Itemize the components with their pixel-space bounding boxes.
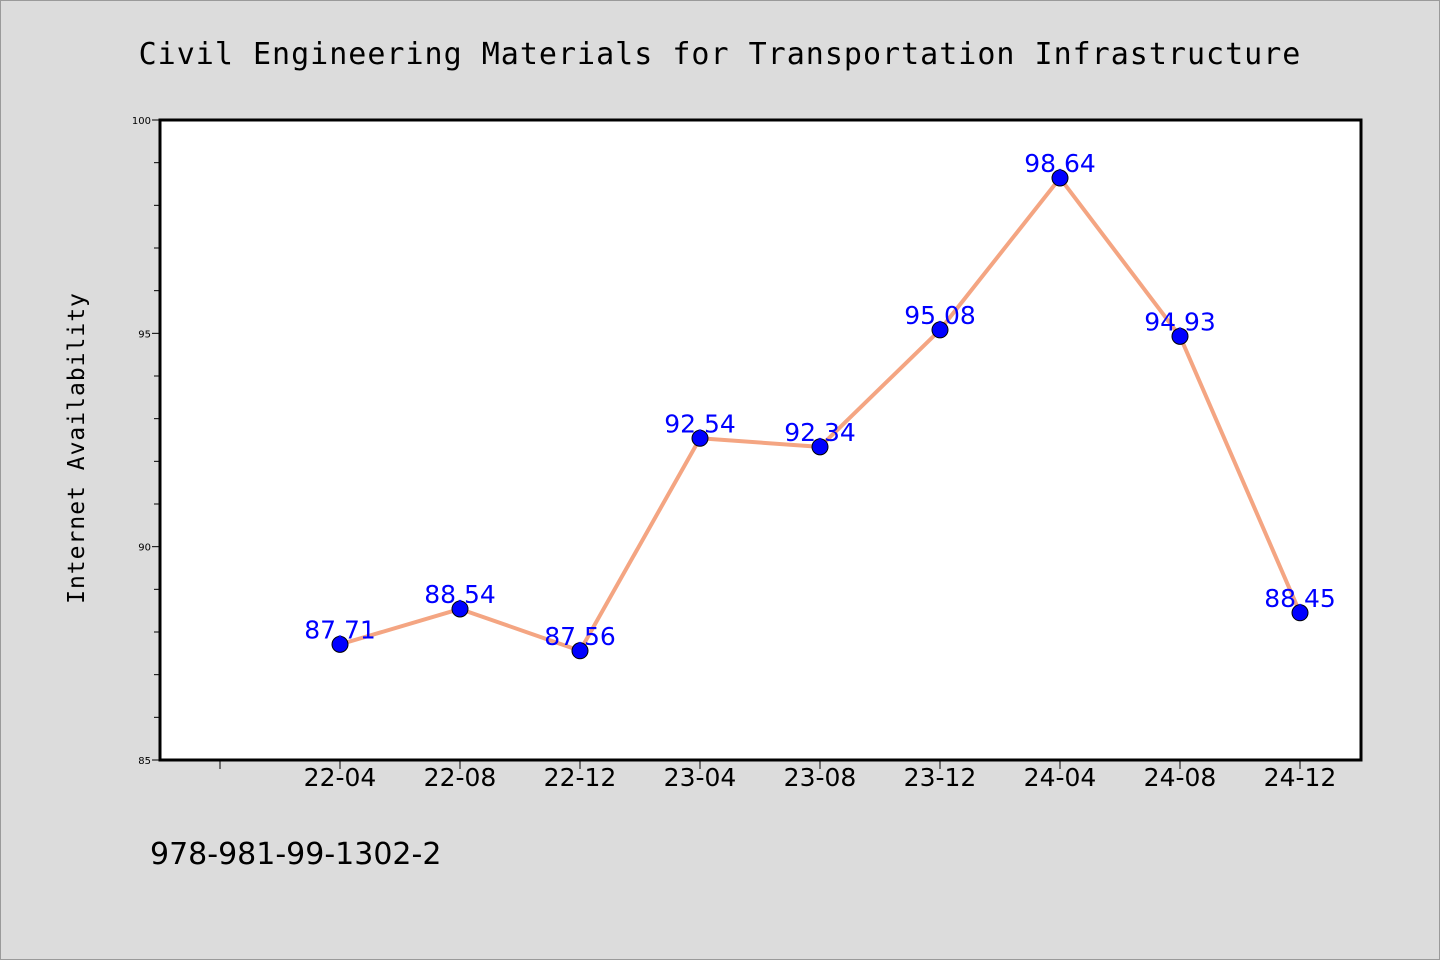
data-label: 88.54 [424,580,496,609]
x-tick-label: 24-04 [1024,763,1097,792]
data-point-marker [691,429,709,447]
data-point-marker [1291,604,1309,622]
marker-layer [331,169,1309,660]
y-tick-label: 100 [132,116,151,127]
data-label: 95.08 [904,301,976,330]
y-axis-label: Internet Availability [64,292,90,604]
data-point-marker [931,321,949,339]
x-tick-label: 24-08 [1144,763,1217,792]
data-point-marker [811,438,829,456]
data-point-marker [1171,327,1189,345]
plot-border [158,118,1363,762]
data-point-marker [331,635,349,653]
isbn-label: 978-981-99-1302-2 [150,837,441,872]
data-label: 87.56 [544,622,616,651]
y-tick-label: 90 [138,543,151,554]
data-label: 92.34 [784,418,856,447]
x-tick-label: 23-08 [784,763,857,792]
x-tick-label: 24-12 [1264,763,1337,792]
data-label: 87.71 [304,615,376,644]
data-point-marker [451,600,469,618]
data-label: 94.93 [1144,307,1216,336]
data-point-marker [1051,169,1069,187]
y-tick-label: 95 [138,329,151,340]
x-tick-label: 22-04 [304,763,377,792]
data-point-marker [571,642,589,660]
x-tick-label: 23-12 [904,763,977,792]
data-label: 92.54 [664,409,736,438]
data-label-layer: 87.71 88.54 87.56 92.54 92.34 95.08 98.64 94.93… [304,149,1336,651]
x-tick-label: 22-12 [544,763,617,792]
chart-title: Civil Engineering Materials for Transpor… [139,37,1302,72]
data-label: 98.64 [1024,149,1096,178]
y-tick-label: 85 [138,756,151,767]
x-tick-label: 22-08 [424,763,497,792]
x-tick-label: 23-04 [664,763,737,792]
plot-area [160,120,1361,760]
data-label: 88.45 [1264,584,1336,613]
